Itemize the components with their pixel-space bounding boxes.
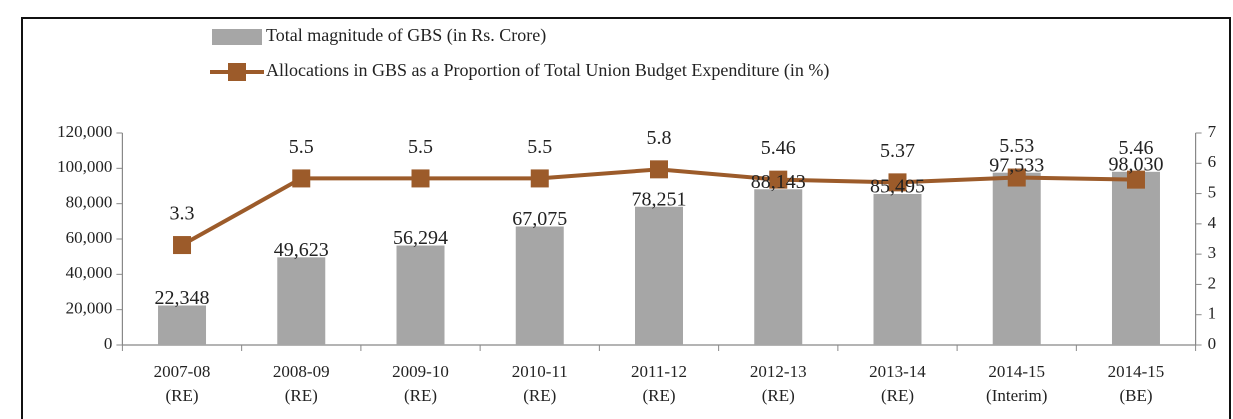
x-tick-label: (RE) xyxy=(881,386,914,405)
bar xyxy=(1111,171,1160,345)
line-value-label: 5.53 xyxy=(999,135,1034,157)
y-tick-label: 40,000 xyxy=(66,263,113,282)
x-tick-label: (RE) xyxy=(523,386,556,405)
y2-tick-label: 3 xyxy=(1208,243,1217,262)
x-tick-label: 2011-12 xyxy=(631,362,687,381)
bar-value-label: 22,348 xyxy=(155,287,210,309)
y2-tick-label: 5 xyxy=(1208,182,1217,201)
bar-value-label: 98,030 xyxy=(1108,153,1163,175)
y2-tick-label: 6 xyxy=(1208,152,1217,171)
y2-tick-label: 1 xyxy=(1208,304,1217,323)
y-tick-label: 120,000 xyxy=(57,122,112,141)
line-marker xyxy=(1126,170,1145,189)
line-marker xyxy=(530,169,549,188)
x-tick-label: 2010-11 xyxy=(512,362,568,381)
line-value-label: 3.3 xyxy=(170,203,195,225)
line-value-label: 5.5 xyxy=(527,136,552,158)
x-tick-label: 2007-08 xyxy=(154,362,211,381)
bar-value-label: 88,143 xyxy=(751,171,806,193)
bar xyxy=(277,257,326,345)
y-tick-label: 100,000 xyxy=(57,157,112,176)
bar-value-label: 56,294 xyxy=(393,227,448,249)
line-value-label: 5.46 xyxy=(1118,137,1153,159)
x-tick-label: 2013-14 xyxy=(869,362,926,381)
bar xyxy=(396,245,445,345)
x-tick-label: 2012-13 xyxy=(750,362,807,381)
y2-tick-label: 0 xyxy=(1208,334,1217,353)
x-tick-label: 2014-15 xyxy=(1108,362,1165,381)
line-value-label: 5.8 xyxy=(647,127,672,149)
bar-value-label: 67,075 xyxy=(512,208,567,230)
legend-label: Total magnitude of GBS (in Rs. Crore) xyxy=(266,25,546,46)
x-tick-label: 2008-09 xyxy=(273,362,330,381)
line-marker xyxy=(888,173,907,192)
x-tick-label: (RE) xyxy=(165,386,198,405)
line-value-label: 5.37 xyxy=(880,140,915,162)
x-tick-label: (Interim) xyxy=(986,386,1047,405)
bar xyxy=(515,226,564,345)
line-marker xyxy=(292,169,311,188)
y-tick-label: 20,000 xyxy=(66,299,113,318)
line-marker xyxy=(173,236,192,255)
bar xyxy=(635,206,683,345)
x-tick-label: (RE) xyxy=(762,386,795,405)
bar xyxy=(873,193,922,345)
line-value-label: 5.5 xyxy=(408,136,433,158)
bar-value-label: 49,623 xyxy=(274,239,329,261)
line-marker xyxy=(769,170,788,189)
legend-swatch xyxy=(228,63,246,81)
y-tick-label: 0 xyxy=(104,334,113,353)
x-tick-label: (RE) xyxy=(642,386,675,405)
line-marker xyxy=(650,160,668,179)
bar-value-label: 85,495 xyxy=(870,176,925,198)
x-tick-label: (RE) xyxy=(285,386,318,405)
bar xyxy=(158,305,207,345)
y-tick-label: 60,000 xyxy=(66,228,113,247)
x-tick-label: (RE) xyxy=(404,386,437,405)
line-value-label: 5.46 xyxy=(761,137,796,159)
chart-frame xyxy=(21,17,1231,419)
y2-tick-label: 2 xyxy=(1208,273,1217,292)
bar xyxy=(754,189,803,345)
bar-value-label: 97,533 xyxy=(989,154,1044,176)
x-tick-label: 2009-10 xyxy=(392,362,449,381)
legend-label: Allocations in GBS as a Proportion of To… xyxy=(266,60,829,81)
line-marker xyxy=(1007,168,1026,187)
x-tick-label: 2014-15 xyxy=(988,362,1045,381)
y2-tick-label: 7 xyxy=(1208,122,1217,141)
bar xyxy=(992,172,1041,345)
line-marker xyxy=(411,169,430,188)
y-tick-label: 80,000 xyxy=(66,193,113,212)
line-value-label: 5.5 xyxy=(289,136,314,158)
x-tick-label: (BE) xyxy=(1119,386,1152,405)
bar-value-label: 78,251 xyxy=(632,188,687,210)
y2-tick-label: 4 xyxy=(1208,213,1217,232)
legend-swatch xyxy=(212,29,262,45)
